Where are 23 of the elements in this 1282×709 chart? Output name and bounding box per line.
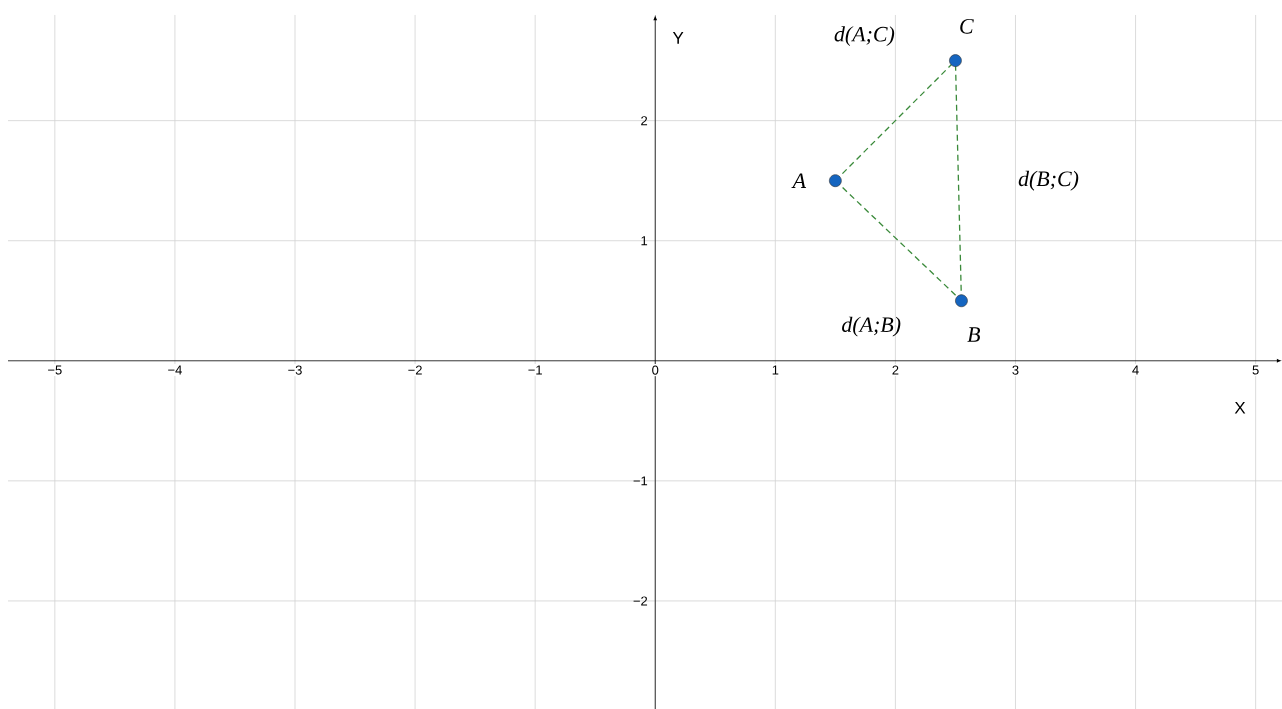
y-tick-label: 1 xyxy=(641,236,648,246)
series-label: C xyxy=(960,18,974,34)
x-tick-label: 2 xyxy=(892,365,899,375)
x-tick-label: 5 xyxy=(1252,365,1259,375)
x-tick-label: −1 xyxy=(528,365,542,375)
text: d(A;B) xyxy=(842,316,901,337)
x-tick-label: −2 xyxy=(408,365,422,375)
x-axis-title: X xyxy=(1234,401,1246,414)
y-tick-label: −1 xyxy=(633,476,648,486)
y-tick-label: 2 xyxy=(641,116,648,126)
y-axis-title: Y xyxy=(672,32,684,44)
x-tick-label: 4 xyxy=(1132,365,1139,375)
text: d(A;C) xyxy=(834,26,895,47)
series-label: A xyxy=(791,173,807,188)
x-tick-label: 0 xyxy=(652,365,659,375)
x-tick-label: 1 xyxy=(772,365,779,375)
x-tick-label: −4 xyxy=(168,365,182,375)
series-label: B xyxy=(967,327,981,342)
x-tick-label: −5 xyxy=(48,365,62,375)
y-tick-label: −2 xyxy=(633,596,648,606)
text: d(B;C) xyxy=(1018,170,1079,191)
x-tick-label: −3 xyxy=(288,365,302,375)
x-tick-label: 3 xyxy=(1012,365,1019,375)
